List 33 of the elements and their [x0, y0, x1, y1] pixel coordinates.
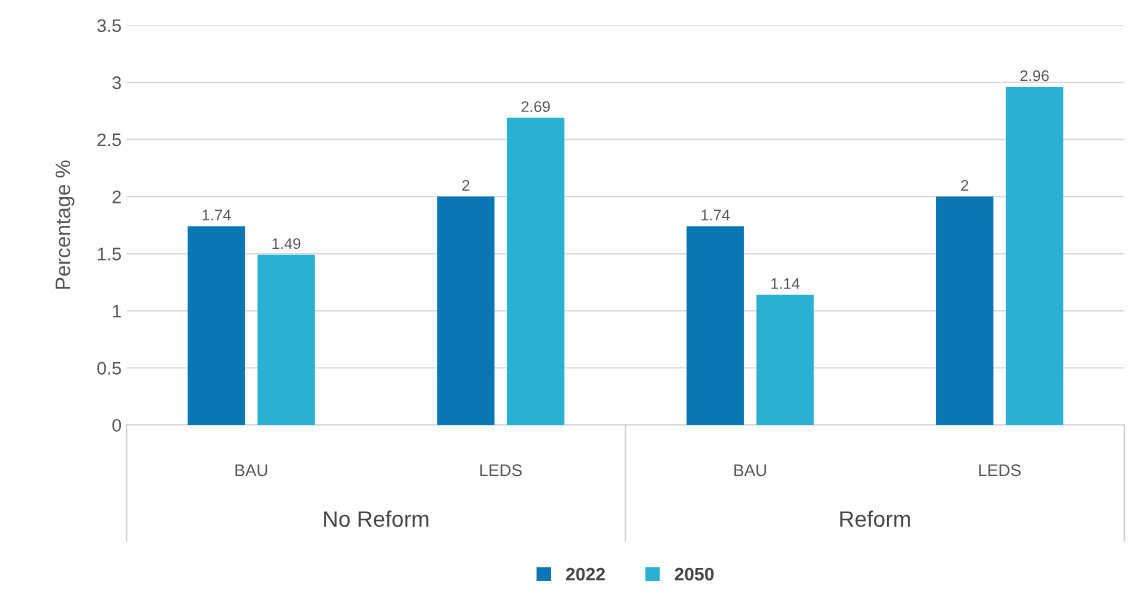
text: No Reform — [324, 510, 429, 527]
data-label: 2.69 — [521, 101, 550, 112]
bar — [437, 196, 495, 426]
data-label: 2.96 — [1020, 70, 1049, 82]
data-label: 2 — [961, 179, 969, 191]
x-tick-label: BAU — [734, 464, 767, 477]
y-tick-label: 0 — [112, 418, 121, 432]
data-label: 1.49 — [272, 238, 301, 250]
y-axis-title: Percentage % — [55, 160, 75, 289]
y-tick-label: 0.5 — [97, 361, 121, 375]
data-label: 1.14 — [771, 278, 800, 289]
y-tick-label: 3.5 — [97, 19, 121, 32]
legend-label: 2022 — [566, 567, 605, 581]
bar — [257, 254, 315, 426]
y-tick-label: 2 — [112, 190, 121, 204]
bar — [686, 226, 744, 426]
x-tick-label: LEDS — [480, 464, 522, 477]
y-tick-label: 3 — [112, 76, 121, 90]
data-label: 2 — [462, 179, 470, 191]
data-label: 1.74 — [202, 209, 231, 221]
bar — [1005, 86, 1064, 426]
y-tick-label: 2.5 — [97, 133, 121, 147]
data-label: 1.74 — [701, 209, 730, 221]
bar — [506, 117, 565, 426]
legend-label: 2050 — [674, 567, 714, 581]
y-tick-label: 1.5 — [97, 247, 121, 261]
x-tick-label: LEDS — [979, 464, 1021, 477]
bar — [936, 196, 994, 426]
x-tick-label: BAU — [235, 464, 268, 477]
bar — [756, 294, 814, 426]
y-tick-label: 1 — [113, 304, 121, 318]
text: Reform — [840, 510, 910, 527]
bar — [187, 226, 246, 426]
